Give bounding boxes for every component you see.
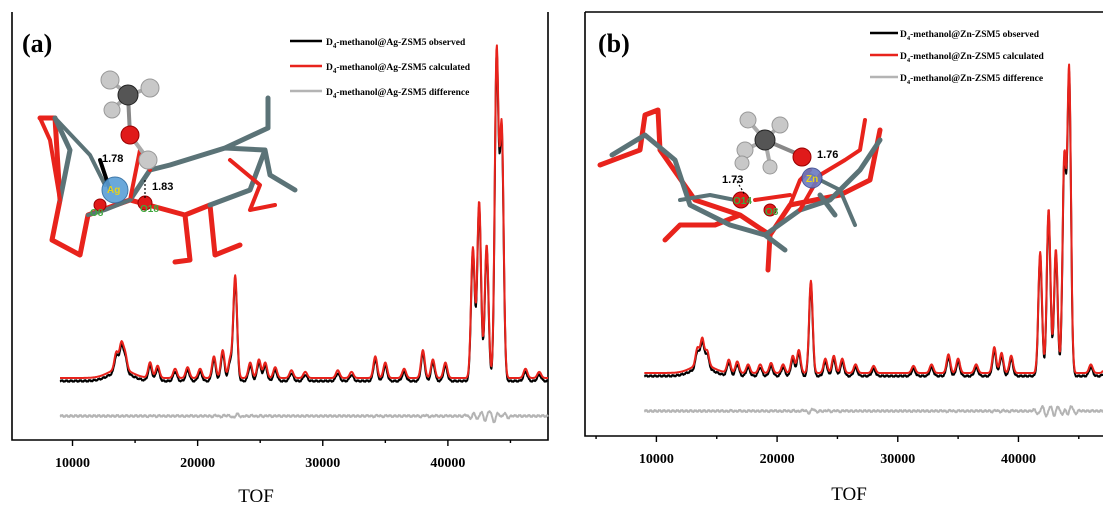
panel-a-site2-label: O18 bbox=[140, 204, 159, 215]
panel-b: (b) 1.73 1.76 bbox=[584, 11, 1103, 505]
panel-b-plot-area bbox=[643, 63, 1103, 418]
panel-b-site1-label: O14 bbox=[733, 196, 752, 207]
panel-b-label: (b) bbox=[598, 29, 630, 58]
panel-b-legend-calculated: D4-methanol@Zn-ZSM5 calculated bbox=[900, 52, 1044, 64]
panel-a-tick-label: 10000 bbox=[55, 456, 90, 471]
panel-b-molecule-illustration: 1.73 1.76 Zn O14 O8 bbox=[597, 107, 883, 273]
panel-b-axis-frame bbox=[584, 12, 1103, 437]
panel-a-tick-label: 40000 bbox=[430, 456, 465, 471]
panel-b-bond-length-1: 1.73 bbox=[722, 174, 743, 186]
panel-b-x-axis-title: TOF bbox=[831, 484, 867, 505]
panel-b-bond-length-2: 1.76 bbox=[817, 149, 838, 161]
panel-a-x-axis: 10000 20000 30000 40000 bbox=[55, 440, 512, 471]
panel-a-legend: D4-methanol@Ag-ZSM5 observed D4-methanol… bbox=[290, 38, 471, 100]
panel-a-tick-label: 30000 bbox=[305, 456, 340, 471]
panel-a-plot-area bbox=[59, 44, 549, 424]
panel-b-tick-label: 10000 bbox=[639, 452, 674, 467]
panel-b-series-difference-line bbox=[643, 405, 1103, 418]
panel-b-x-axis: 10000 20000 30000 40000 bbox=[595, 436, 1080, 467]
panel-a-tick-label: 20000 bbox=[180, 456, 215, 471]
panel-a-series-difference-line bbox=[59, 410, 549, 424]
panel-b-legend-difference: D4-methanol@Zn-ZSM5 difference bbox=[900, 74, 1043, 86]
panel-a-bond-length-1: 1.78 bbox=[102, 153, 123, 165]
panel-b-series-observed-line bbox=[643, 70, 1103, 378]
panel-a-legend-difference: D4-methanol@Ag-ZSM5 difference bbox=[326, 88, 469, 100]
panel-b-legend: D4-methanol@Zn-ZSM5 observed D4-methanol… bbox=[870, 30, 1044, 86]
panel-b-site2-label: O8 bbox=[765, 207, 779, 218]
panel-a-bond-length-2: 1.83 bbox=[152, 181, 173, 193]
panel-a-molecule-illustration: 1.78 1.83 Ag O8 O18 bbox=[37, 70, 298, 265]
panel-a: (a) 1.78 1.83 bbox=[11, 12, 549, 507]
panel-a-site1-label: O8 bbox=[90, 208, 104, 219]
panel-a-label: (a) bbox=[22, 29, 52, 58]
panel-b-tick-label: 30000 bbox=[880, 452, 915, 467]
panel-a-series-calculated-line bbox=[59, 44, 549, 379]
panel-a-series-observed-line bbox=[59, 51, 549, 383]
panel-b-tick-label: 40000 bbox=[1001, 452, 1036, 467]
panel-b-tick-label: 20000 bbox=[760, 452, 795, 467]
panel-b-series-calculated-line bbox=[643, 63, 1103, 374]
panel-a-x-axis-title: TOF bbox=[238, 486, 274, 507]
panel-a-metal-label: Ag bbox=[107, 185, 120, 196]
panel-b-legend-observed: D4-methanol@Zn-ZSM5 observed bbox=[900, 30, 1040, 42]
panel-b-metal-label: Zn bbox=[806, 174, 818, 185]
panel-a-legend-observed: D4-methanol@Ag-ZSM5 observed bbox=[326, 38, 466, 50]
panel-a-axis-frame bbox=[11, 12, 549, 441]
panel-a-legend-calculated: D4-methanol@Ag-ZSM5 calculated bbox=[326, 63, 471, 75]
